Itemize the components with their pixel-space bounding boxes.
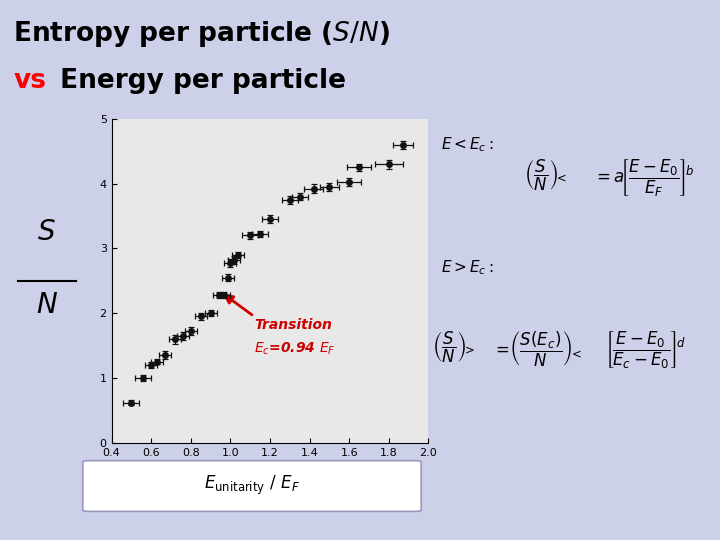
Text: Transition: Transition: [254, 319, 332, 333]
Text: $=\!\left(\dfrac{S(E_c)}{N}\right)_{\!\!<}$: $=\!\left(\dfrac{S(E_c)}{N}\right)_{\!\!…: [492, 329, 582, 369]
Text: vs: vs: [14, 68, 46, 94]
Text: $\left[\dfrac{E-E_0}{E_c-E_0}\right]^{\!d}$: $\left[\dfrac{E-E_0}{E_c-E_0}\right]^{\!…: [605, 329, 686, 370]
Text: $E_{\mathrm{unitarity}}\ /\ E_F$: $E_{\mathrm{unitarity}}\ /\ E_F$: [204, 474, 300, 496]
Text: $E_c$=0.94 $E_F$: $E_c$=0.94 $E_F$: [254, 340, 336, 357]
FancyBboxPatch shape: [83, 461, 421, 511]
Text: $E > E_c :$: $E > E_c :$: [441, 258, 493, 277]
Text: $S$: $S$: [37, 218, 56, 246]
Text: $N$: $N$: [36, 291, 58, 319]
Text: $= a\!\left[\dfrac{E-E_0}{E_F}\right]^{\!b}$: $= a\!\left[\dfrac{E-E_0}{E_F}\right]^{\…: [593, 158, 695, 199]
Text: $\left(\dfrac{S}{N}\right)_{\!\!<}$: $\left(\dfrac{S}{N}\right)_{\!\!<}$: [524, 158, 567, 193]
Text: $\left(\dfrac{S}{N}\right)_{\!\!>}$: $\left(\dfrac{S}{N}\right)_{\!\!>}$: [432, 329, 475, 364]
Text: Entropy per particle ($S/N$): Entropy per particle ($S/N$): [14, 19, 390, 50]
Text: $E < E_c :$: $E < E_c :$: [441, 135, 493, 154]
Text: Energy per particle: Energy per particle: [51, 68, 346, 94]
